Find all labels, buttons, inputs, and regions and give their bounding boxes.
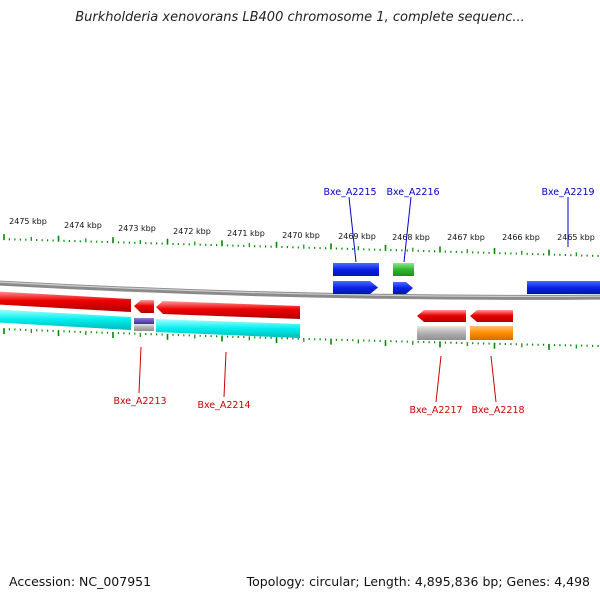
annotation-forward[interactable] (333, 263, 379, 276)
scale-label: 2473 kbp (118, 224, 156, 233)
annotation-forward[interactable] (393, 263, 414, 276)
scale-label: 2465 kbp (557, 233, 595, 242)
reverse-callouts (138, 346, 497, 403)
scale-label: 2474 kbp (64, 221, 102, 230)
gene-reverse[interactable] (0, 291, 131, 312)
inner-tick-marks (3, 328, 599, 350)
annotation-reverse[interactable] (470, 326, 513, 340)
topology-text: Topology: circular; Length: 4,895,836 bp… (246, 574, 590, 589)
gene-label-reverse[interactable]: Bxe_A2213 (113, 396, 166, 407)
map-title: Burkholderia xenovorans LB400 chromosome… (75, 10, 525, 25)
gene-label-reverse[interactable]: Bxe_A2217 (409, 405, 462, 416)
gene-reverse[interactable] (156, 301, 300, 319)
gene-forward[interactable] (333, 281, 378, 294)
gene-reverse[interactable] (470, 310, 513, 322)
annotation-reverse[interactable] (134, 318, 154, 324)
scale-label: 2471 kbp (227, 229, 265, 238)
annotation-reverse[interactable] (134, 324, 154, 331)
scale-label: 2467 kbp (447, 233, 485, 242)
gene-label-reverse[interactable]: Bxe_A2214 (197, 400, 250, 411)
outer-tick-marks (3, 234, 599, 257)
annotation-reverse[interactable] (0, 309, 131, 330)
gene-label-forward[interactable]: Bxe_A2215 (323, 187, 376, 198)
forward-callouts (348, 196, 569, 263)
scale-label: 2468 kbp (392, 233, 430, 242)
scale-label: 2466 kbp (502, 233, 540, 242)
chromosome-backbone-highlight (0, 281, 600, 298)
gene-label-reverse[interactable]: Bxe_A2218 (471, 405, 524, 416)
annotation-reverse[interactable] (417, 326, 466, 340)
gene-reverse[interactable] (417, 310, 466, 322)
gene-forward[interactable] (393, 282, 413, 294)
gene-forward[interactable] (527, 281, 600, 294)
scale-label: 2475 kbp (9, 217, 47, 226)
annotation-reverse[interactable] (156, 319, 300, 338)
chromosome-backbone (0, 280, 600, 300)
gene-reverse[interactable] (134, 300, 154, 313)
scale-label: 2472 kbp (173, 227, 211, 236)
accession-text: Accession: NC_007951 (9, 574, 152, 589)
scale-label: 2470 kbp (282, 231, 320, 240)
scale-label: 2469 kbp (338, 232, 376, 241)
gene-label-forward[interactable]: Bxe_A2219 (541, 187, 594, 198)
gene-label-forward[interactable]: Bxe_A2216 (386, 187, 439, 198)
